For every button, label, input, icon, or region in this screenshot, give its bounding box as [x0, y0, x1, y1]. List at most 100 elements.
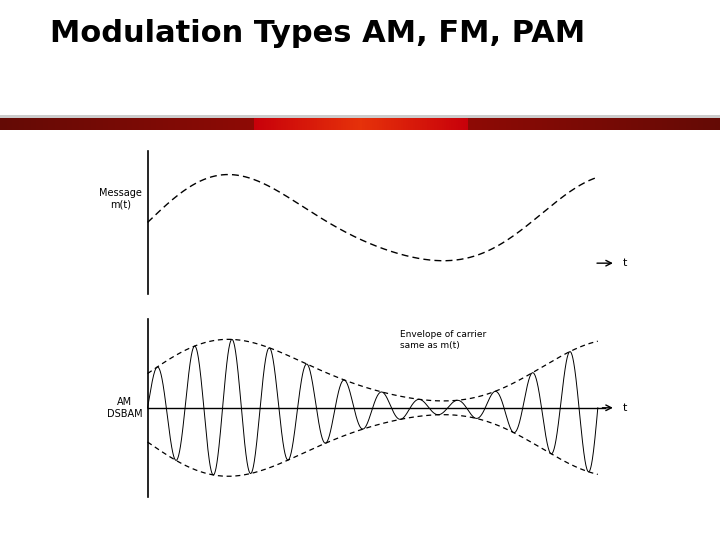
- Bar: [79, 118, 82, 130]
- Text: t: t: [623, 258, 627, 268]
- Bar: [125, 118, 128, 130]
- Bar: [571, 118, 575, 130]
- Bar: [610, 118, 613, 130]
- Bar: [99, 118, 102, 130]
- Bar: [492, 118, 495, 130]
- Bar: [70, 118, 73, 130]
- Bar: [60, 118, 63, 130]
- Bar: [389, 118, 392, 130]
- Bar: [449, 118, 452, 130]
- Bar: [660, 118, 663, 130]
- Bar: [94, 118, 96, 130]
- Bar: [470, 118, 474, 130]
- Bar: [504, 118, 507, 130]
- Bar: [480, 118, 483, 130]
- Bar: [372, 118, 375, 130]
- Bar: [614, 118, 618, 130]
- Bar: [662, 118, 665, 130]
- Text: Message
m(t): Message m(t): [99, 188, 142, 210]
- Bar: [192, 118, 195, 130]
- Bar: [595, 118, 598, 130]
- Bar: [588, 118, 591, 130]
- Bar: [115, 118, 118, 130]
- Bar: [636, 118, 639, 130]
- Bar: [74, 118, 78, 130]
- Bar: [554, 118, 557, 130]
- Bar: [106, 118, 109, 130]
- Bar: [506, 118, 510, 130]
- Bar: [240, 118, 243, 130]
- Bar: [276, 118, 279, 130]
- Bar: [158, 118, 161, 130]
- Bar: [533, 118, 536, 130]
- Text: Envelope of carrier
same as m(t): Envelope of carrier same as m(t): [400, 330, 486, 349]
- Bar: [679, 118, 683, 130]
- Bar: [202, 118, 204, 130]
- Bar: [22, 118, 24, 130]
- Bar: [264, 118, 267, 130]
- Bar: [677, 118, 680, 130]
- Bar: [38, 118, 42, 130]
- Bar: [634, 118, 636, 130]
- Bar: [423, 118, 426, 130]
- Bar: [132, 118, 135, 130]
- Bar: [454, 118, 456, 130]
- Bar: [612, 118, 615, 130]
- Bar: [369, 118, 373, 130]
- Bar: [252, 118, 255, 130]
- Bar: [199, 118, 202, 130]
- Bar: [312, 118, 315, 130]
- Bar: [156, 118, 159, 130]
- Bar: [427, 118, 431, 130]
- Bar: [650, 118, 654, 130]
- Bar: [545, 118, 548, 130]
- Bar: [209, 118, 212, 130]
- Bar: [415, 118, 418, 130]
- Bar: [461, 118, 464, 130]
- Bar: [259, 118, 262, 130]
- Bar: [122, 118, 125, 130]
- Bar: [691, 118, 694, 130]
- Bar: [300, 118, 303, 130]
- Bar: [653, 118, 656, 130]
- Bar: [271, 118, 274, 130]
- Bar: [405, 118, 409, 130]
- Bar: [14, 118, 17, 130]
- Bar: [641, 118, 644, 130]
- Bar: [322, 118, 325, 130]
- Bar: [110, 118, 114, 130]
- Bar: [646, 118, 649, 130]
- Bar: [396, 118, 399, 130]
- Bar: [564, 118, 567, 130]
- Bar: [63, 118, 66, 130]
- Bar: [711, 118, 714, 130]
- Bar: [166, 118, 168, 130]
- Bar: [362, 118, 366, 130]
- Bar: [387, 118, 390, 130]
- Bar: [485, 118, 488, 130]
- Bar: [682, 118, 685, 130]
- Bar: [72, 118, 75, 130]
- Bar: [441, 118, 445, 130]
- Bar: [624, 118, 627, 130]
- Bar: [135, 118, 138, 130]
- Bar: [283, 118, 287, 130]
- Bar: [307, 118, 310, 130]
- Bar: [153, 118, 157, 130]
- Bar: [703, 118, 706, 130]
- Bar: [103, 118, 107, 130]
- Bar: [9, 118, 13, 130]
- Bar: [497, 118, 500, 130]
- Bar: [639, 118, 642, 130]
- Bar: [101, 118, 104, 130]
- Bar: [706, 118, 708, 130]
- Bar: [585, 118, 589, 130]
- Bar: [583, 118, 586, 130]
- Bar: [77, 118, 80, 130]
- Bar: [228, 118, 231, 130]
- Bar: [477, 118, 481, 130]
- Bar: [557, 118, 560, 130]
- Bar: [420, 118, 423, 130]
- Bar: [365, 118, 368, 130]
- Bar: [180, 118, 183, 130]
